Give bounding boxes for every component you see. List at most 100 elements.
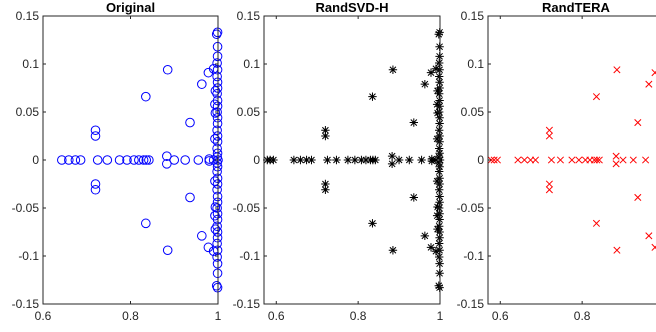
data-point <box>405 155 414 165</box>
data-point <box>409 193 419 202</box>
data-point <box>90 179 101 189</box>
data-point <box>70 155 81 165</box>
data-point <box>434 89 444 98</box>
data-point <box>296 155 305 165</box>
y-axis: -0.15 -0.1 -0.05 0 0.05 0.1 0.15 <box>12 9 218 311</box>
data-point <box>102 155 113 165</box>
y-tick-label: -0.15 <box>457 297 485 311</box>
y-tick-label: 0.1 <box>22 57 39 71</box>
x-axis: 0.6 0.8 1 <box>35 16 222 323</box>
data-point <box>490 156 498 164</box>
data-point <box>651 243 656 251</box>
data-point <box>212 166 222 177</box>
x-axis: 0.6 0.8 <box>492 16 591 323</box>
x-tick-label: 0.6 <box>492 309 509 323</box>
data-point <box>434 252 444 262</box>
y-tick-label: 0 <box>253 153 260 167</box>
data-point <box>210 224 221 234</box>
y-tick-label: 0.1 <box>243 57 260 71</box>
data-point <box>434 144 444 153</box>
data-point <box>514 156 522 164</box>
data-point <box>212 184 222 195</box>
chart-title: Original <box>106 0 155 15</box>
data-point <box>433 202 442 212</box>
data-point <box>212 58 222 68</box>
data-point <box>493 156 501 164</box>
x-tick-label: 0.8 <box>122 309 139 323</box>
data-point <box>134 155 144 165</box>
data-point <box>434 185 444 194</box>
data-point <box>634 193 642 201</box>
data-point <box>433 224 442 234</box>
data-point <box>75 155 86 165</box>
data-point <box>321 179 330 189</box>
data-point <box>613 66 621 74</box>
data-point <box>57 155 67 165</box>
data-point <box>592 93 601 101</box>
y-tick-label: 0.15 <box>16 9 40 23</box>
data-point <box>388 246 398 255</box>
data-point <box>357 155 366 165</box>
data-point <box>122 155 132 165</box>
data-point <box>593 156 601 164</box>
data-point <box>545 132 553 140</box>
data-point <box>114 155 125 165</box>
chart-panel-3: -0.15 -0.1 -0.05 0 0.05 0.1 0.15 0.6 0.8 RandTERA <box>457 0 656 323</box>
data-point <box>433 86 442 96</box>
data-point <box>212 88 222 99</box>
data-point <box>432 176 442 186</box>
data-point <box>432 100 442 109</box>
data-point <box>619 156 627 164</box>
x-tick-label: 0.8 <box>574 309 591 323</box>
data-point <box>332 155 341 165</box>
data-point <box>210 134 220 144</box>
data-point <box>434 222 444 231</box>
data-point <box>531 156 540 164</box>
data-point <box>64 155 74 165</box>
data-point <box>212 252 222 262</box>
data-point <box>361 155 371 165</box>
chart-panels: -0.15 -0.1 -0.05 0 0.05 0.1 0.15 0.6 0.8 1 Origina… <box>12 0 656 323</box>
data-point <box>434 126 444 135</box>
data-point <box>432 211 442 220</box>
data-point <box>210 86 221 96</box>
chart-title: RandTERA <box>542 0 611 15</box>
data-point <box>90 184 101 195</box>
y-axis: -0.15 -0.1 -0.05 0 0.05 0.1 0.15 <box>457 9 491 311</box>
data-point <box>185 192 195 203</box>
data-point <box>162 159 172 169</box>
data-point <box>434 30 443 39</box>
data-point <box>547 156 555 164</box>
data-point <box>487 156 495 164</box>
data-point <box>417 155 426 165</box>
y-axis: -0.15 -0.1 -0.05 0 0.05 0.1 0.15 <box>233 9 440 311</box>
data-point <box>302 155 311 165</box>
data-point <box>592 219 601 227</box>
y-tick-label: -0.1 <box>463 249 484 263</box>
data-point <box>426 243 436 252</box>
data-point <box>141 155 152 165</box>
data-point <box>613 246 621 254</box>
data-point <box>180 155 190 165</box>
chart-panel-1: -0.15 -0.1 -0.05 0 0.05 0.1 0.15 0.6 0.8 1 Origina… <box>12 0 223 323</box>
data-point <box>321 126 330 135</box>
x-tick-label: 1 <box>437 309 444 323</box>
data-point <box>211 29 222 40</box>
data-point <box>269 155 278 165</box>
data-point <box>420 79 430 89</box>
data-point <box>432 134 442 144</box>
data-point <box>434 167 444 176</box>
data-point <box>434 239 444 248</box>
data-point <box>210 176 220 186</box>
data-point <box>595 156 603 164</box>
data-point <box>612 152 620 160</box>
data-point <box>556 156 564 164</box>
y-tick-label: -0.1 <box>18 249 39 263</box>
y-tick-label: -0.15 <box>233 297 261 311</box>
data-point <box>434 58 444 68</box>
x-tick-label: 0.8 <box>350 309 367 323</box>
y-tick-label: 0.05 <box>461 105 485 119</box>
y-tick-label: 0.1 <box>467 57 484 71</box>
y-tick-label: 0 <box>477 153 484 167</box>
data-point <box>144 155 154 165</box>
